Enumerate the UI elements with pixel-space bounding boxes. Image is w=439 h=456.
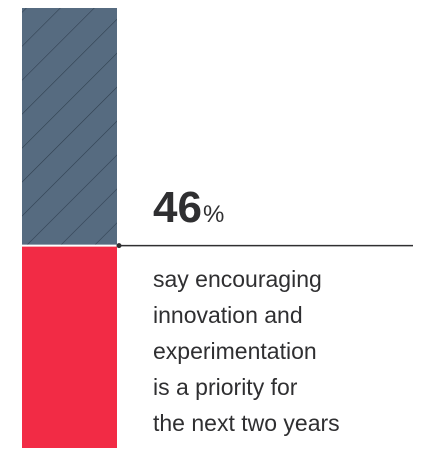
- caption-line-4: is a priority for: [153, 374, 298, 400]
- caption-line-3: experimentation: [153, 338, 317, 364]
- caption-line-2: innovation and: [153, 302, 303, 328]
- percentage-unit: %: [202, 201, 225, 228]
- bar-group: [22, 8, 413, 448]
- caption-text: say encouraging innovation and experimen…: [153, 261, 431, 441]
- percentage-value: 46: [153, 183, 202, 232]
- percentage-callout: 46%: [153, 186, 224, 230]
- caption-line-1: say encouraging: [153, 266, 322, 292]
- bar-segment-hatch: [22, 8, 117, 246]
- bar-segment-priority: [22, 245, 117, 448]
- caption-line-5: the next two years: [153, 410, 340, 436]
- marker-dot: [116, 243, 122, 249]
